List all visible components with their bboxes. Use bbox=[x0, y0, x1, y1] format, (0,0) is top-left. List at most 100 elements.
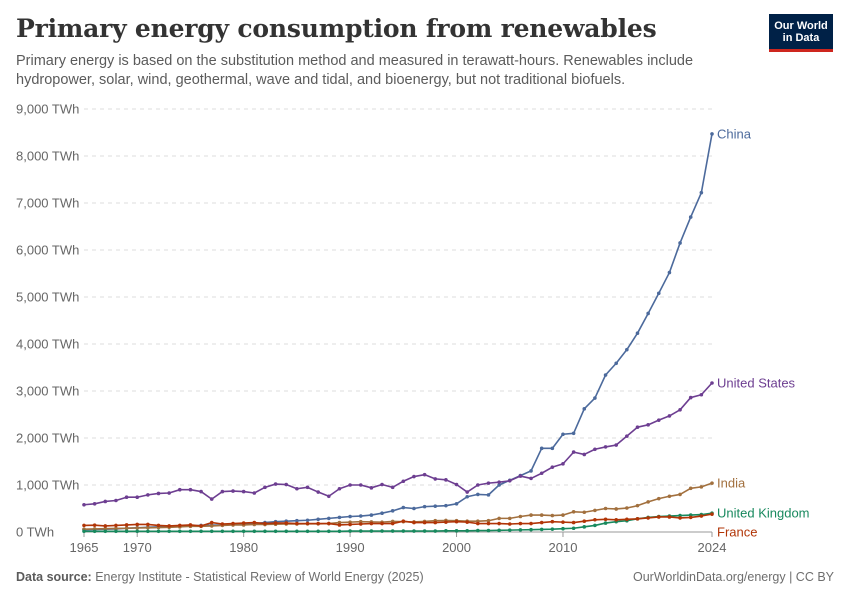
data-point bbox=[667, 494, 672, 499]
data-point bbox=[699, 485, 704, 489]
data-point bbox=[603, 517, 608, 522]
y-tick-label: 5,000 TWh bbox=[16, 290, 79, 305]
data-point bbox=[603, 521, 608, 525]
data-point bbox=[625, 434, 629, 438]
data-point bbox=[177, 529, 182, 534]
data-point bbox=[603, 373, 608, 377]
data-point bbox=[571, 526, 576, 531]
data-point bbox=[199, 489, 203, 494]
data-point bbox=[667, 515, 672, 519]
data-point bbox=[614, 361, 619, 366]
chart-title: Primary energy consumption from renewabl… bbox=[16, 14, 657, 43]
data-point bbox=[561, 432, 565, 437]
series-label-china[interactable]: China bbox=[717, 126, 752, 141]
data-point bbox=[146, 493, 150, 497]
y-tick-label: 7,000 TWh bbox=[16, 196, 79, 211]
data-point bbox=[401, 519, 406, 523]
owid-logo[interactable]: Our World in Data bbox=[769, 14, 833, 52]
data-point bbox=[199, 524, 203, 528]
data-point bbox=[465, 490, 469, 494]
data-source-label: Data source: bbox=[16, 570, 92, 584]
data-point bbox=[316, 517, 320, 522]
logo-line-1: Our World bbox=[774, 19, 828, 32]
data-point bbox=[412, 474, 416, 479]
data-point bbox=[454, 482, 459, 487]
series-line-china[interactable] bbox=[83, 133, 713, 531]
data-point bbox=[295, 486, 299, 491]
series-labels: China United States India United Kingdom Fra… bbox=[717, 126, 810, 539]
data-point bbox=[156, 523, 161, 528]
data-point bbox=[358, 514, 363, 518]
data-point bbox=[699, 190, 704, 195]
series-label-india[interactable]: India bbox=[717, 476, 746, 491]
series-label-france[interactable]: France bbox=[717, 525, 757, 540]
data-point bbox=[380, 482, 384, 487]
data-point bbox=[369, 521, 374, 526]
data-point bbox=[614, 443, 619, 447]
data-point bbox=[454, 519, 459, 524]
data-point bbox=[688, 486, 693, 491]
data-point bbox=[327, 494, 331, 499]
y-tick-label: 9,000 TWh bbox=[16, 102, 79, 117]
x-tick-label: 2024 bbox=[698, 540, 727, 555]
data-point bbox=[220, 529, 225, 534]
footer-link[interactable]: OurWorldinData.org/energy | CC BY bbox=[632, 570, 834, 584]
data-point bbox=[82, 529, 86, 534]
data-point bbox=[422, 520, 427, 525]
data-point bbox=[593, 517, 597, 522]
data-point bbox=[295, 518, 299, 523]
data-point bbox=[177, 487, 182, 492]
data-point bbox=[241, 521, 246, 525]
data-point bbox=[135, 495, 140, 500]
series-label-united-states[interactable]: United States bbox=[717, 376, 796, 391]
x-tick-label: 2000 bbox=[442, 540, 471, 555]
data-point bbox=[710, 512, 714, 516]
data-point bbox=[561, 462, 565, 466]
data-point bbox=[263, 521, 267, 526]
data-point bbox=[561, 526, 565, 531]
data-point bbox=[646, 311, 650, 316]
data-point bbox=[444, 503, 448, 508]
data-point bbox=[433, 504, 438, 508]
data-point bbox=[358, 483, 363, 487]
data-point bbox=[348, 483, 352, 487]
data-point bbox=[625, 517, 629, 522]
data-point bbox=[209, 524, 214, 528]
data-point bbox=[582, 407, 587, 411]
data-point bbox=[231, 521, 235, 526]
data-point bbox=[550, 527, 555, 531]
data-point bbox=[82, 523, 86, 528]
data-point bbox=[263, 485, 267, 490]
data-point bbox=[92, 529, 97, 534]
data-point bbox=[571, 520, 576, 525]
data-point bbox=[486, 493, 491, 497]
data-point bbox=[476, 492, 480, 497]
data-point bbox=[518, 528, 523, 532]
data-point bbox=[295, 521, 299, 526]
data-point bbox=[656, 496, 661, 501]
data-point bbox=[167, 529, 171, 534]
data-point bbox=[688, 395, 693, 400]
series-line-united-states[interactable] bbox=[83, 382, 713, 506]
series-label-united-kingdom[interactable]: United Kingdom bbox=[717, 506, 810, 521]
data-point bbox=[433, 520, 438, 525]
data-point bbox=[614, 517, 619, 522]
data-point bbox=[539, 446, 544, 451]
data-point bbox=[539, 527, 544, 532]
data-point bbox=[390, 521, 395, 526]
data-point bbox=[678, 516, 682, 520]
data-point bbox=[92, 502, 97, 506]
data-point bbox=[167, 491, 171, 495]
data-point bbox=[422, 529, 427, 533]
data-point bbox=[327, 521, 331, 526]
data-point bbox=[273, 521, 278, 525]
logo-line-2: in Data bbox=[782, 31, 820, 44]
data-point bbox=[231, 489, 235, 493]
data-point bbox=[390, 509, 395, 513]
data-point bbox=[497, 483, 501, 487]
data-point bbox=[390, 529, 395, 533]
data-point bbox=[188, 523, 193, 527]
data-point bbox=[476, 521, 480, 526]
data-point bbox=[486, 481, 491, 485]
data-point bbox=[646, 500, 650, 504]
